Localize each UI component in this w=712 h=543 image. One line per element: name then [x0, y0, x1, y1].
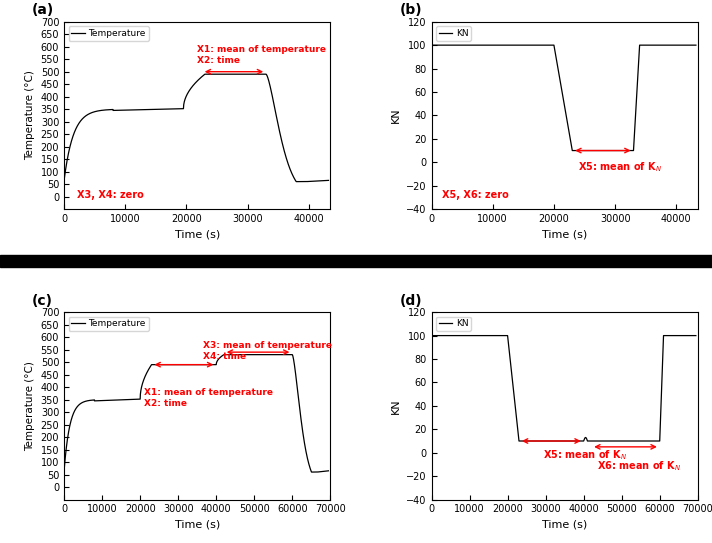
- X-axis label: Time (s): Time (s): [174, 230, 220, 239]
- X-axis label: Time (s): Time (s): [174, 520, 220, 530]
- Legend: KN: KN: [436, 26, 471, 41]
- Y-axis label: KN: KN: [391, 398, 401, 414]
- Y-axis label: Temperature (°C): Temperature (°C): [25, 361, 35, 451]
- Text: X1: mean of temperature
X2: time: X1: mean of temperature X2: time: [197, 45, 326, 65]
- Text: X6: mean of K$_N$: X6: mean of K$_N$: [597, 459, 681, 473]
- Y-axis label: Temperature (°C): Temperature (°C): [25, 71, 35, 160]
- Text: X5, X6: zero: X5, X6: zero: [442, 190, 509, 200]
- Legend: Temperature: Temperature: [68, 26, 149, 41]
- Text: (d): (d): [399, 294, 422, 308]
- Text: X1: mean of temperature
X2: time: X1: mean of temperature X2: time: [144, 388, 273, 408]
- Text: (a): (a): [32, 3, 54, 17]
- Y-axis label: KN: KN: [391, 108, 401, 123]
- Text: X3: mean of temperature
X4: time: X3: mean of temperature X4: time: [202, 341, 332, 361]
- Text: (b): (b): [399, 3, 422, 17]
- Legend: KN: KN: [436, 317, 471, 331]
- Text: X5: mean of K$_N$: X5: mean of K$_N$: [578, 160, 662, 174]
- Text: (c): (c): [32, 294, 53, 308]
- Text: X3, X4: zero: X3, X4: zero: [78, 190, 144, 200]
- Text: X5: mean of K$_N$: X5: mean of K$_N$: [543, 449, 627, 462]
- X-axis label: Time (s): Time (s): [542, 230, 587, 239]
- Legend: Temperature: Temperature: [68, 317, 149, 331]
- X-axis label: Time (s): Time (s): [542, 520, 587, 530]
